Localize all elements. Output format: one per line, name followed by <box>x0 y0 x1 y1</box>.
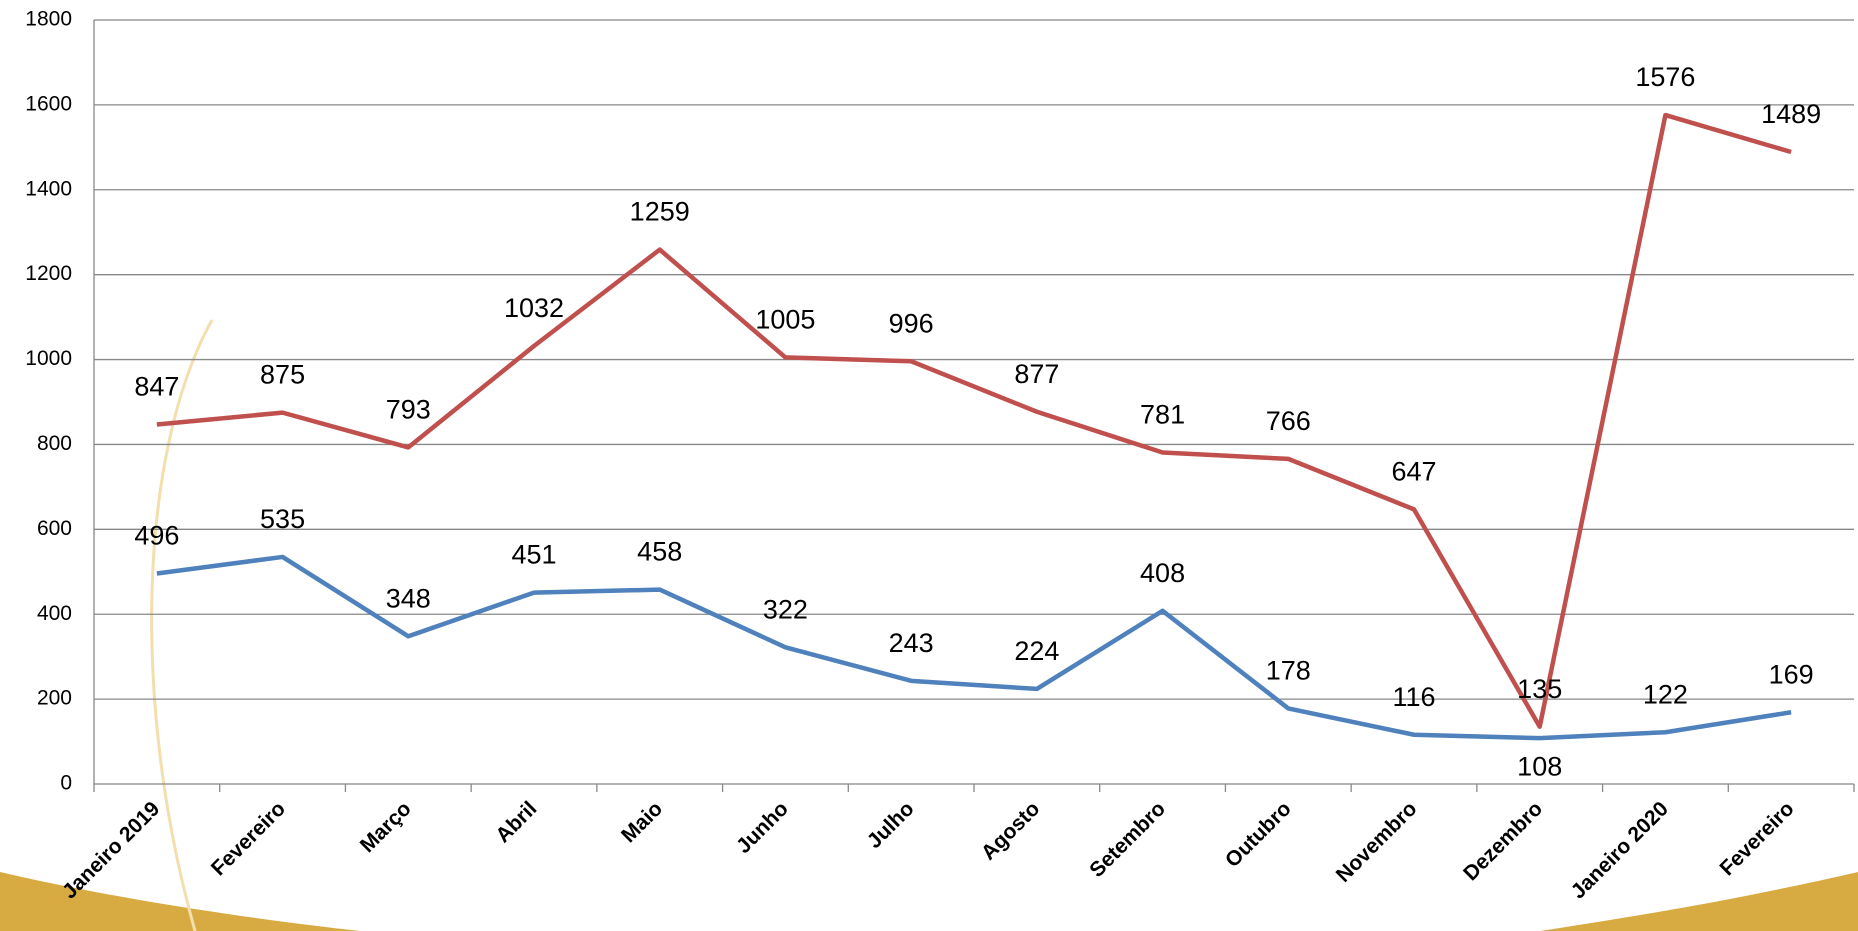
x-tick-label: Outubro <box>1221 797 1296 872</box>
data-label: 847 <box>134 372 179 402</box>
x-tick-label: Janeiro 2020 <box>1567 797 1673 903</box>
data-label: 348 <box>386 583 431 613</box>
data-label: 996 <box>889 308 934 338</box>
x-tick-label: Maio <box>617 797 667 847</box>
decor-swoosh <box>1540 872 1858 931</box>
y-tick-label: 1800 <box>25 8 72 31</box>
y-tick-label: 1400 <box>25 177 72 200</box>
data-label: 781 <box>1140 400 1185 430</box>
x-tick-label: Janeiro 2019 <box>58 797 164 903</box>
series-line <box>156 112 1792 729</box>
data-label: 1576 <box>1635 62 1695 92</box>
data-label: 243 <box>889 628 934 658</box>
data-label: 1005 <box>755 305 815 335</box>
data-label: 122 <box>1643 679 1688 709</box>
data-label: 1489 <box>1761 99 1821 129</box>
data-label: 322 <box>763 594 808 624</box>
y-tick-label: 1200 <box>25 262 72 285</box>
x-tick-label: Junho <box>732 797 793 858</box>
x-tick-label: Novembro <box>1332 797 1422 887</box>
data-label: 116 <box>1392 682 1435 712</box>
decor-swoosh <box>0 872 360 931</box>
y-tick-label: 400 <box>37 602 72 625</box>
data-label: 169 <box>1769 659 1814 689</box>
data-label: 877 <box>1014 359 1059 389</box>
data-label: 535 <box>260 504 305 534</box>
x-tick-label: Fevereiro <box>207 797 290 880</box>
data-label: 224 <box>1014 636 1059 666</box>
x-tick-label: Fevereiro <box>1715 797 1798 880</box>
data-label: 178 <box>1266 656 1311 686</box>
y-tick-label: 0 <box>60 772 72 795</box>
decor-arc <box>150 319 214 931</box>
data-label: 647 <box>1391 457 1436 487</box>
data-label: 108 <box>1517 751 1562 781</box>
x-tick-label: Dezembro <box>1459 797 1547 885</box>
x-tick-label: Setembro <box>1085 797 1170 882</box>
y-tick-label: 600 <box>37 517 72 540</box>
series-line <box>156 554 1792 741</box>
y-tick-label: 800 <box>37 432 72 455</box>
plot: 0 200 400 600 800 1000 1200 1400 1600 1800 Janeiro… <box>25 8 1855 903</box>
y-tick-label: 1000 <box>25 347 72 370</box>
x-tick-label: Julho <box>863 797 919 853</box>
y-tick-label: 200 <box>37 687 72 710</box>
data-label: 1032 <box>504 293 564 323</box>
x-tick-label: Abril <box>491 797 541 847</box>
data-label: 408 <box>1140 558 1185 588</box>
data-label: 496 <box>134 521 179 551</box>
x-tick-label: Agosto <box>977 797 1044 864</box>
data-label: 793 <box>386 395 431 425</box>
data-label: 766 <box>1266 406 1311 436</box>
data-label: 451 <box>511 540 556 570</box>
y-tick-label: 1600 <box>25 92 72 115</box>
data-label: 875 <box>260 360 305 390</box>
data-label: 135 <box>1517 674 1562 704</box>
x-tick-label: Março <box>356 797 416 857</box>
data-label: 1259 <box>630 197 690 227</box>
data-label: 458 <box>637 537 682 567</box>
